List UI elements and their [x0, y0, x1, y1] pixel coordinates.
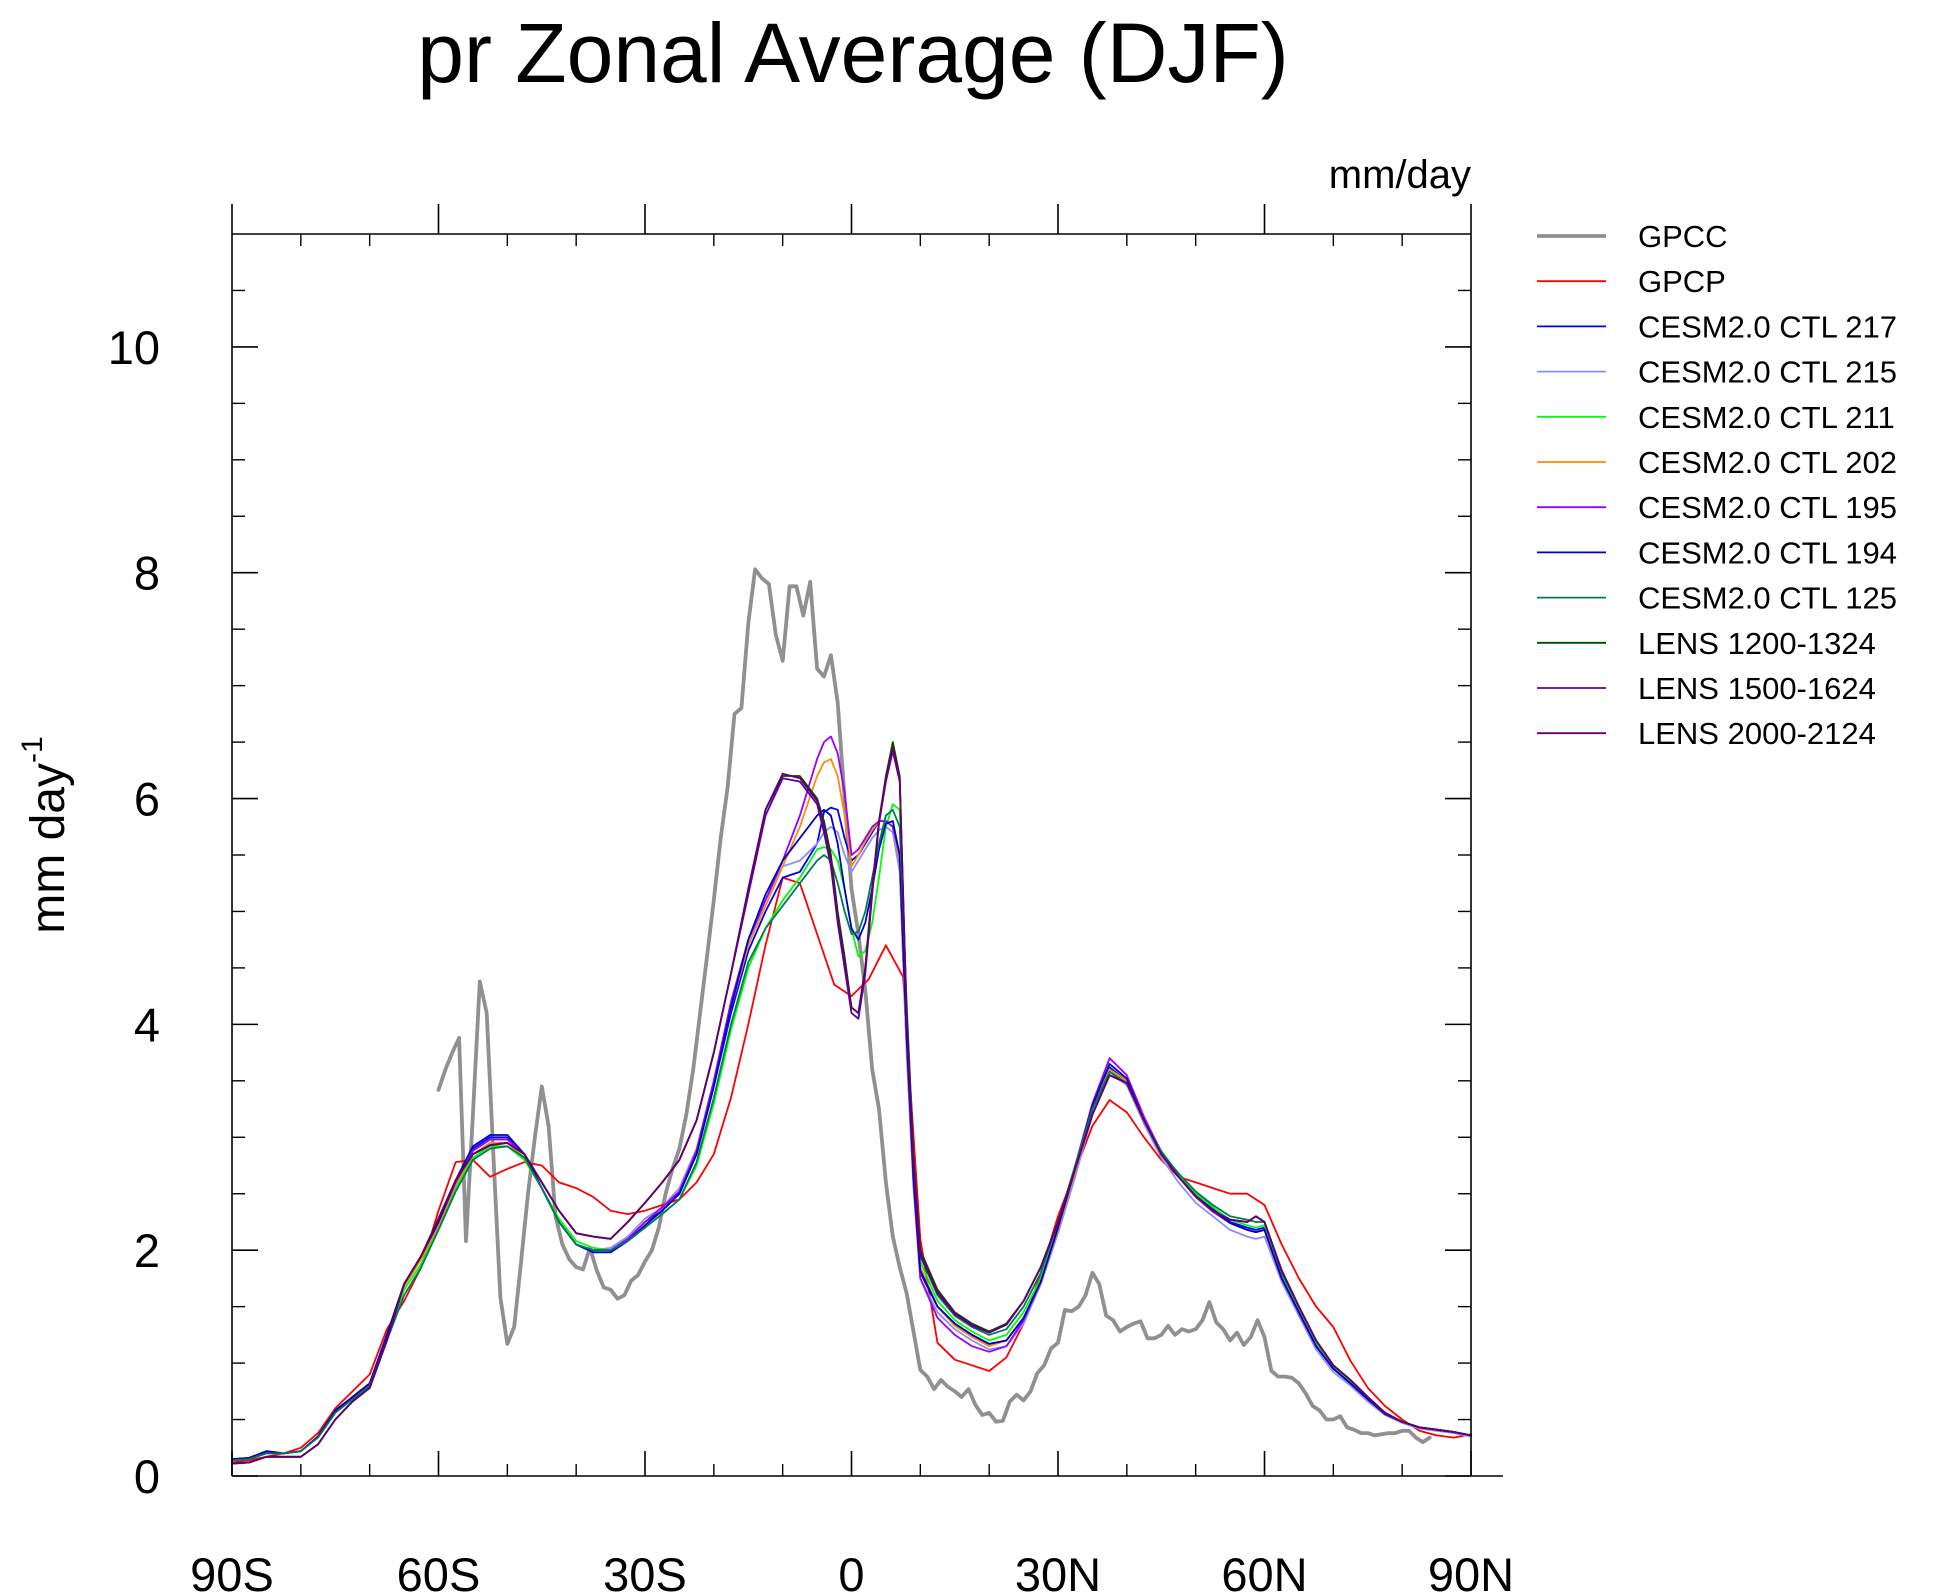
legend-label-5: CESM2.0 CTL 202 [1638, 445, 1897, 480]
legend-label-0: GPCC [1638, 219, 1728, 254]
y-tick-label: 4 [134, 998, 160, 1051]
y-tick-label: 8 [134, 547, 160, 600]
series-line-1 [231, 876, 1472, 1464]
y-tick-label: 2 [134, 1224, 160, 1277]
y-tick-label: 6 [134, 773, 160, 826]
axes: 90S 60S 30S 0 30N 60N 90N 0 2 4 6 8 10 [108, 204, 1514, 1595]
legend-label-2: CESM2.0 CTL 217 [1638, 309, 1897, 344]
x-tick-label: 30S [603, 1548, 687, 1595]
series-line-8 [231, 808, 1472, 1462]
svg-text:mm day-1: mm day-1 [16, 736, 75, 933]
legend-label-11: LENS 2000-2124 [1638, 716, 1876, 751]
series-line-5 [231, 758, 1472, 1462]
units-label: mm/day [1329, 153, 1471, 197]
legend: GPCC GPCP CESM2.0 CTL 217 CESM2.0 CTL 215 CE… [1537, 219, 1897, 751]
chart-title: pr Zonal Average (DJF) [417, 6, 1288, 100]
y-axis-label-text: mm day [22, 763, 75, 934]
series-line-2 [231, 806, 1472, 1460]
y-axis-label: mm day-1 [16, 736, 75, 933]
x-tick-label: 60S [397, 1548, 481, 1595]
legend-label-1: GPCP [1638, 264, 1726, 299]
y-axis-label-superscript: -1 [16, 736, 49, 763]
y-tick-label: 0 [134, 1450, 160, 1503]
x-tick-label: 0 [838, 1548, 864, 1595]
series-line-11 [231, 746, 1472, 1465]
x-tick-label: 90S [190, 1548, 274, 1595]
series-line-0 [436, 567, 1432, 1444]
plot-lines [231, 567, 1472, 1465]
legend-label-8: CESM2.0 CTL 125 [1638, 581, 1897, 616]
series-line-7 [231, 808, 1472, 1460]
legend-label-3: CESM2.0 CTL 215 [1638, 355, 1897, 390]
x-tick-label: 60N [1221, 1548, 1307, 1595]
y-tick-label: 10 [108, 321, 160, 374]
series-line-4 [231, 803, 1472, 1462]
series-line-3 [231, 825, 1472, 1462]
series-line-6 [231, 735, 1472, 1462]
legend-label-4: CESM2.0 CTL 211 [1638, 400, 1895, 435]
legend-label-9: LENS 1200-1324 [1638, 626, 1876, 661]
x-tick-label: 30N [1015, 1548, 1101, 1595]
legend-label-10: LENS 1500-1624 [1638, 671, 1876, 706]
x-tick-label: 90N [1428, 1548, 1514, 1595]
legend-label-6: CESM2.0 CTL 195 [1638, 490, 1897, 525]
legend-label-7: CESM2.0 CTL 194 [1638, 535, 1897, 570]
